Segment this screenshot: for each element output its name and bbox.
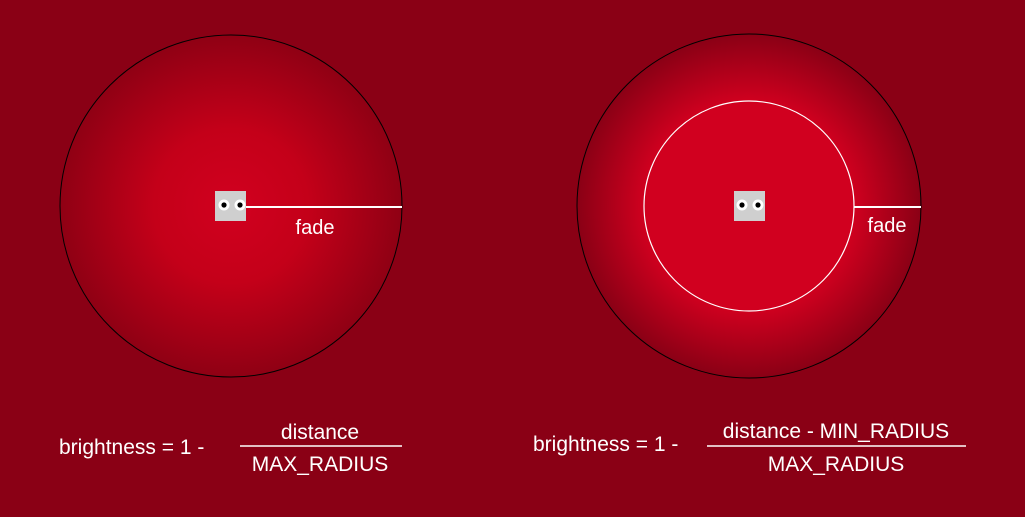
right-formula-prefix: brightness = 1 - bbox=[533, 433, 678, 456]
left-pupil-left bbox=[221, 202, 227, 208]
right-character-icon bbox=[734, 191, 765, 221]
left-formula-numerator: distance bbox=[281, 421, 359, 444]
right-panel: fade brightness = 1 - distance - MIN_RAD… bbox=[533, 33, 966, 476]
left-panel: fade brightness = 1 - distance MAX_RADIU… bbox=[59, 34, 403, 476]
left-character-icon bbox=[215, 191, 246, 221]
right-pupil-left bbox=[739, 202, 745, 208]
right-formula-denominator: MAX_RADIUS bbox=[768, 453, 905, 476]
right-pupil-right bbox=[755, 202, 761, 208]
right-formula: brightness = 1 - distance - MIN_RADIUS M… bbox=[533, 420, 966, 476]
left-formula-prefix: brightness = 1 - bbox=[59, 436, 204, 459]
left-formula: brightness = 1 - distance MAX_RADIUS bbox=[59, 421, 402, 476]
right-fade-label: fade bbox=[868, 215, 907, 237]
left-pupil-right bbox=[237, 202, 243, 208]
right-formula-numerator: distance - MIN_RADIUS bbox=[723, 420, 949, 443]
left-fade-label: fade bbox=[296, 217, 335, 239]
left-formula-denominator: MAX_RADIUS bbox=[252, 453, 389, 476]
